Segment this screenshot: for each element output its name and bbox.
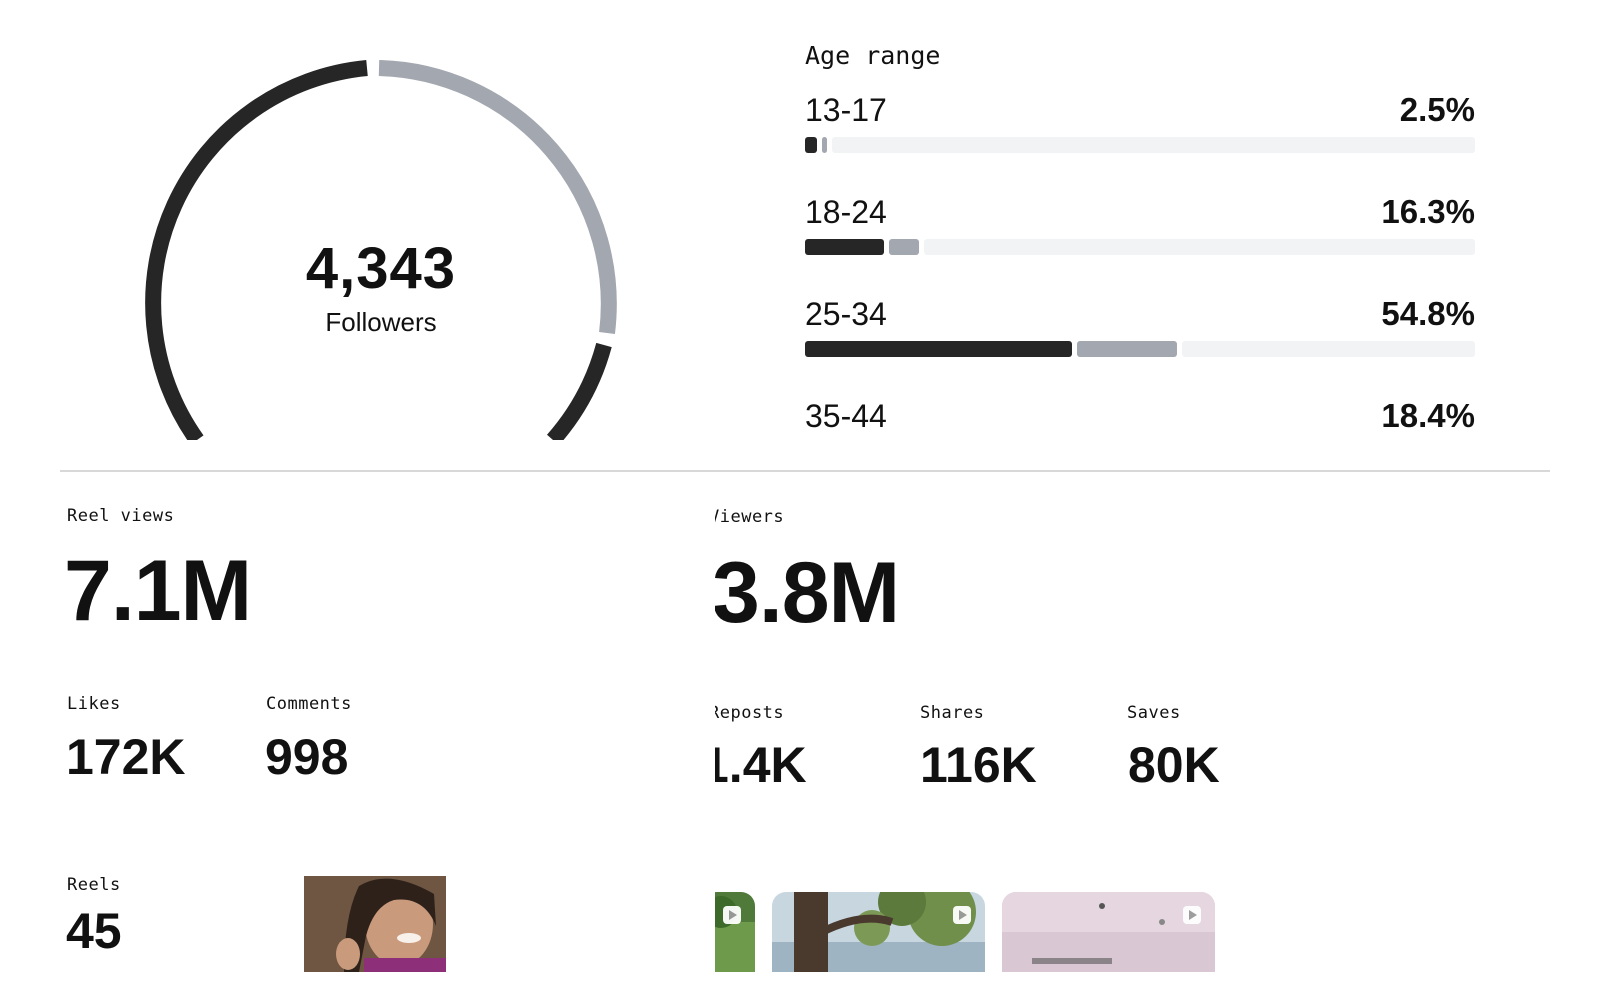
age-bar-dark-segment	[805, 137, 818, 153]
likes-value: 172K	[66, 729, 186, 785]
age-label: 35-44	[805, 398, 887, 434]
age-percent: 2.5%	[1399, 91, 1475, 128]
play-icon	[1183, 906, 1201, 924]
reel-image-green	[715, 892, 755, 972]
reels-value: 45	[66, 903, 122, 959]
reel-thumbnail-green[interactable]	[715, 892, 755, 972]
age-bar-track	[831, 137, 1475, 153]
age-bar-track	[1182, 341, 1475, 357]
reel-image-tree	[772, 892, 985, 972]
age-percent: 54.8%	[1381, 295, 1475, 332]
reel-image-room	[1002, 892, 1215, 972]
followers-card: 4,343 Followers	[0, 0, 700, 440]
followers-ring-dark-arc	[145, 60, 368, 440]
followers-ring-dark-arc-right	[546, 342, 612, 440]
age-range-card: Age range 13-17 2.5% 18-24 16.3% 25-34 5…	[805, 40, 1475, 440]
reel-thumbnail-room[interactable]	[1002, 892, 1215, 972]
viewers-label: Viewers	[715, 507, 785, 527]
shares-label: Shares	[920, 703, 985, 723]
age-label: 25-34	[805, 296, 887, 332]
age-label: 18-24	[805, 194, 887, 230]
age-percent: 18.4%	[1381, 397, 1475, 434]
age-bar	[805, 137, 1475, 153]
followers-donut-chart	[145, 60, 617, 440]
play-icon	[723, 906, 741, 924]
play-icon	[953, 906, 971, 924]
saves-label: Saves	[1127, 703, 1181, 723]
age-bar	[805, 239, 1475, 255]
right-metrics-region: Viewers 3.8M Reposts 1.4K Shares 116K Sa…	[715, 490, 1600, 1000]
age-bar	[805, 341, 1475, 357]
reel-views-value: 7.1M	[64, 543, 252, 639]
age-bar-track	[924, 239, 1475, 255]
age-label: 13-17	[805, 92, 887, 128]
age-percent: 16.3%	[1381, 193, 1475, 230]
age-row-35-44: 35-44 18.4%	[805, 396, 1475, 440]
followers-ring-grey-arc	[378, 60, 617, 334]
reel-thumbnail-tree[interactable]	[772, 892, 985, 972]
followers-count: 4,343	[305, 236, 457, 301]
reel-views-label: Reel views	[67, 506, 175, 526]
followers-label: Followers	[325, 307, 437, 337]
age-range-title: Age range	[805, 41, 941, 70]
section-divider	[60, 470, 1550, 472]
reels-label: Reels	[67, 875, 121, 895]
age-row-18-24: 18-24 16.3%	[805, 192, 1475, 294]
age-bar-dark-segment	[805, 239, 885, 255]
comments-label: Comments	[266, 694, 352, 714]
age-bar-dark-segment	[805, 341, 1072, 357]
age-row-25-34: 25-34 54.8%	[805, 294, 1475, 396]
saves-value: 80K	[1128, 737, 1220, 793]
shares-value: 116K	[920, 737, 1037, 793]
age-row-13-17: 13-17 2.5%	[805, 90, 1475, 192]
age-bar-grey-segment	[1076, 341, 1178, 357]
viewers-value: 3.8M	[715, 545, 900, 641]
age-bar-grey-segment	[822, 137, 827, 153]
portrait-image	[304, 876, 446, 972]
reposts-value: 1.4K	[715, 737, 807, 793]
likes-label: Likes	[67, 694, 121, 714]
comments-value: 998	[265, 729, 349, 785]
age-bar-grey-segment	[889, 239, 920, 255]
portrait-thumbnail[interactable]	[304, 876, 446, 972]
reposts-label: Reposts	[715, 703, 785, 723]
